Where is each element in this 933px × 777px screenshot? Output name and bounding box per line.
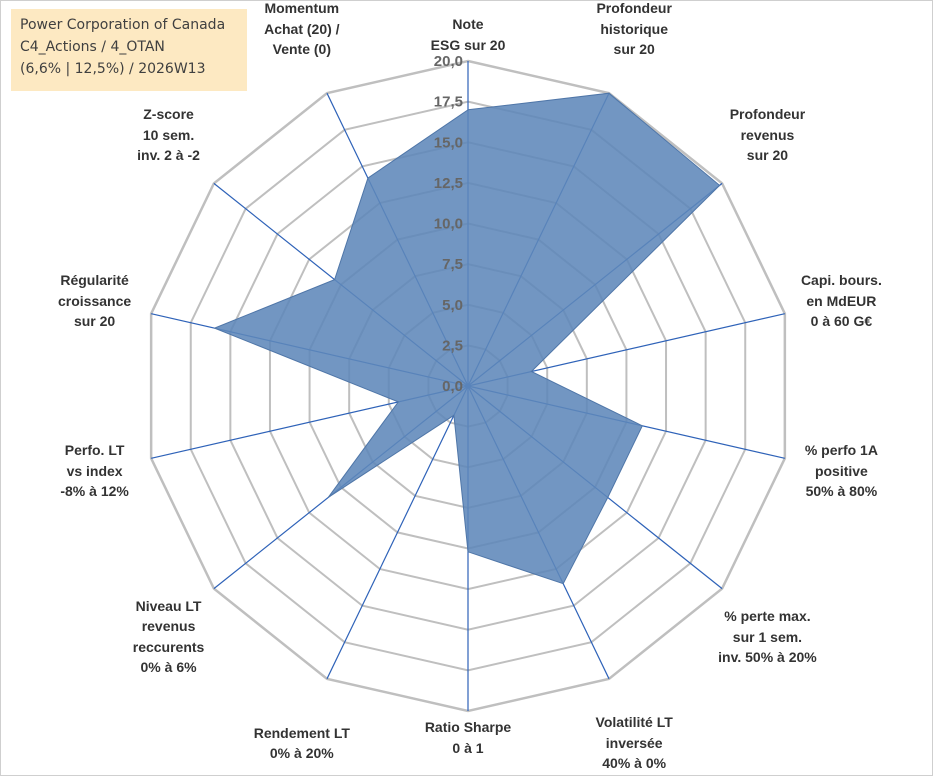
axis-label-line: ESG sur 20 bbox=[431, 35, 506, 56]
axis-label-line: revenus bbox=[133, 616, 205, 637]
axis-label-line: historique bbox=[596, 19, 671, 40]
axis-label-line: positive bbox=[805, 461, 878, 482]
axis-label-line: sur 20 bbox=[596, 39, 671, 60]
tick-label: 17,5 bbox=[434, 94, 463, 111]
tick-label: 20,0 bbox=[434, 53, 463, 70]
axis-label-line: sur 20 bbox=[730, 145, 805, 166]
axis-label-line: reccurents bbox=[133, 637, 205, 658]
tick-label: 12,5 bbox=[434, 175, 463, 192]
axis-label-line: sur 20 bbox=[58, 311, 131, 332]
axis-label-line: 50% à 80% bbox=[805, 481, 878, 502]
axis-label-line: croissance bbox=[58, 291, 131, 312]
axis-label-line: 40% à 0% bbox=[596, 753, 673, 774]
axis-label-line: vs index bbox=[60, 461, 128, 482]
axis-label-line: revenus bbox=[730, 125, 805, 146]
axis-label-line: % perfo 1A bbox=[805, 440, 878, 461]
weights-and-week: (6,6% | 12,5%) / 2026W13 bbox=[20, 58, 247, 80]
data-area bbox=[215, 93, 720, 584]
info-box: Power Corporation of Canada C4_Actions /… bbox=[11, 9, 247, 91]
axis-label-line: Z-score bbox=[137, 104, 200, 125]
portfolio-code: C4_Actions / 4_OTAN bbox=[20, 36, 247, 58]
tick-label: 10,0 bbox=[434, 216, 463, 233]
axis-label-line: Niveau LT bbox=[133, 596, 205, 617]
axis-label-line: inv. 2 à -2 bbox=[137, 145, 200, 166]
axis-label-line: Note bbox=[431, 14, 506, 35]
axis-label-line: Volatilité LT bbox=[596, 712, 673, 733]
company-name: Power Corporation of Canada bbox=[20, 14, 247, 36]
axis-label-line: 0 à 60 G€ bbox=[801, 311, 882, 332]
axis-label-line: Rendement LT bbox=[254, 723, 350, 744]
axis-label-line: 0% à 6% bbox=[133, 657, 205, 678]
axis-label-line: sur 1 sem. bbox=[718, 627, 817, 648]
axis-label-line: inv. 50% à 20% bbox=[718, 647, 817, 668]
axis-label-line: 10 sem. bbox=[137, 125, 200, 146]
axis-label-line: inversée bbox=[596, 733, 673, 754]
tick-label: 0,0 bbox=[442, 378, 463, 395]
axis-label-line: Profondeur bbox=[596, 0, 671, 19]
axis-label-line: 0 à 1 bbox=[425, 738, 511, 759]
tick-label: 2,5 bbox=[442, 337, 463, 354]
axis-label-line: Régularité bbox=[58, 270, 131, 291]
axis-label-line: Perfo. LT bbox=[60, 440, 128, 461]
tick-label: 7,5 bbox=[442, 256, 463, 273]
axis-label-line: -8% à 12% bbox=[60, 481, 128, 502]
axis-label-line: Profondeur bbox=[730, 104, 805, 125]
axis-label: % perte max.sur 1 sem.inv. 50% à 20% bbox=[718, 606, 817, 668]
axis-label-line: Achat (20) / bbox=[264, 19, 339, 40]
axis-label-line: 0% à 20% bbox=[254, 743, 350, 764]
axis-label-line: Capi. bours. bbox=[801, 270, 882, 291]
axis-label-line: Momentum bbox=[264, 0, 339, 19]
tick-label: 15,0 bbox=[434, 134, 463, 151]
tick-label: 5,0 bbox=[442, 297, 463, 314]
axis-label-line: % perte max. bbox=[718, 606, 817, 627]
axis-label-line: Vente (0) bbox=[264, 39, 339, 60]
axis-label-line: Ratio Sharpe bbox=[425, 717, 511, 738]
series-area bbox=[214, 93, 719, 584]
axis-label-line: en MdEUR bbox=[801, 291, 882, 312]
